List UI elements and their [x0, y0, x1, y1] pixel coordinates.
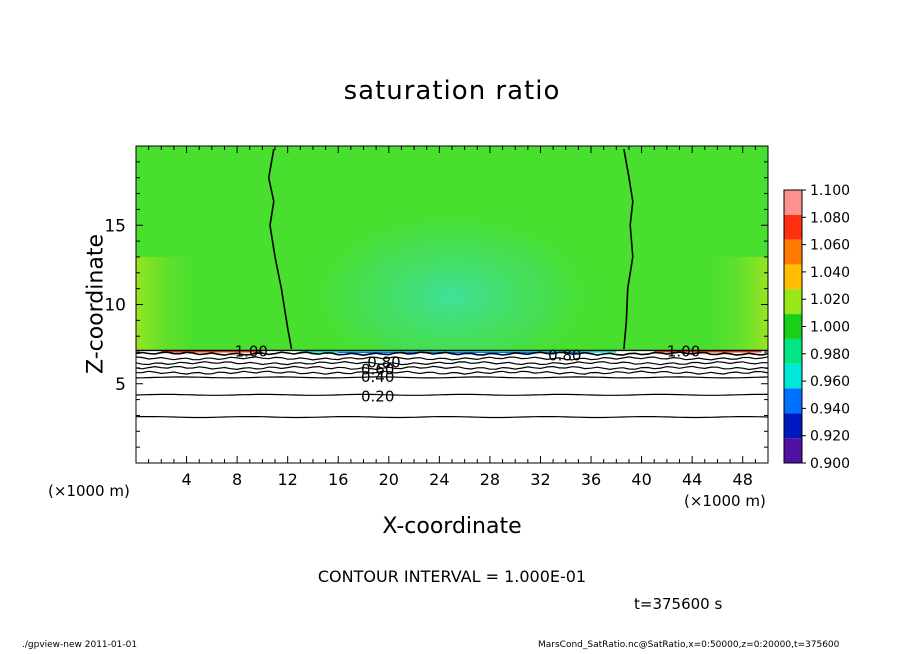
- contour-line: [135, 360, 768, 366]
- colorbar-label: 0.940: [810, 401, 850, 417]
- colorbar-label: 0.960: [810, 374, 850, 390]
- colorbar-label: 1.080: [810, 210, 850, 226]
- colorbar-label: 0.920: [810, 429, 850, 445]
- supersaturated-patch-left: [136, 256, 206, 351]
- x-axis-label: X-coordinate: [382, 514, 522, 539]
- colorbar: 1.100 1.080 1.060 1.040 1.020 1.000 0.980 0.960…: [783, 183, 850, 472]
- chart-title: saturation ratio: [343, 76, 561, 106]
- x-tick-label: 12: [278, 470, 298, 489]
- heatmap-plot-area: [136, 146, 768, 463]
- contour-line: [135, 393, 768, 396]
- colorbar-label: 1.060: [810, 238, 850, 254]
- x-tick-label: 8: [232, 470, 242, 489]
- x-tick-label: 48: [733, 470, 753, 489]
- contour-label: 1.00: [667, 342, 700, 360]
- contour-line: [135, 416, 769, 419]
- y-axis-label: Z-coordinate: [83, 234, 109, 374]
- x-tick-label: 16: [328, 470, 348, 489]
- time-stamp-note: t=375600 s: [634, 595, 723, 613]
- contour-line: [135, 356, 769, 361]
- colorbar-swatch: [784, 289, 802, 315]
- colorbar-swatch: [784, 214, 802, 240]
- colorbar-swatch: [784, 363, 802, 389]
- x-tick-label: 20: [379, 470, 399, 489]
- contour-line: [135, 351, 769, 357]
- x-tick-label: 44: [682, 470, 702, 489]
- y-tick-label: 5: [115, 375, 126, 395]
- colorbar-label: 1.040: [810, 265, 850, 281]
- contour-label: 0.80: [367, 354, 400, 372]
- x-tick-label: 36: [581, 470, 601, 489]
- contour-label: 0.20: [361, 388, 394, 406]
- colorbar-swatch: [784, 413, 802, 439]
- colorbar-swatch: [784, 338, 802, 364]
- x-tick-label: 28: [480, 470, 500, 489]
- footer-command-date: ./gpview-new 2011-01-01: [22, 640, 138, 650]
- contour-label: 1.00: [235, 342, 268, 360]
- saturation-contour-line: [623, 149, 634, 349]
- colorbar-swatch: [784, 388, 802, 414]
- contour-lines: 1.00 1.000.800.600.400.200.80: [135, 149, 769, 419]
- contour-line: [135, 370, 769, 375]
- contour-line: [135, 365, 769, 371]
- x-tick-label: 24: [429, 470, 449, 489]
- x-tick-label: 4: [181, 470, 191, 489]
- contour-line: [135, 376, 769, 379]
- colorbar-swatch: [784, 239, 802, 265]
- contour-label: 0.60: [361, 361, 394, 379]
- colorbar-swatch: [784, 314, 802, 339]
- y-tick-label: 10: [104, 296, 126, 316]
- contour-interval-note: CONTOUR INTERVAL = 1.000E-01: [317, 567, 587, 586]
- colorbar-label: 1.100: [810, 183, 850, 199]
- contour-label: 0.40: [361, 368, 394, 386]
- colorbar-label: 0.980: [810, 347, 850, 363]
- y-tick-label: 15: [104, 216, 126, 236]
- x-tick-label: 32: [530, 470, 550, 489]
- colorbar-swatch: [784, 438, 802, 463]
- x-tick-label: 40: [631, 470, 651, 489]
- low-saturation-core: [292, 201, 612, 392]
- colorbar-label: 1.020: [810, 292, 850, 308]
- colorbar-swatch: [784, 264, 802, 290]
- x-unit-label-left: (×1000 m): [48, 482, 130, 500]
- colorbar-label: 1.000: [810, 320, 850, 336]
- subsaturated-region: [136, 350, 768, 463]
- x-unit-label-right: (×1000 m): [684, 492, 766, 510]
- footer-data-source: MarsCond_SatRatio.nc@SatRatio,x=0:50000,…: [538, 640, 840, 650]
- contour-label: 0.80: [548, 346, 581, 364]
- supersaturated-patch-right: [698, 256, 768, 351]
- colorbar-swatch: [784, 190, 802, 215]
- colorbar-label: 0.900: [810, 456, 850, 472]
- saturation-contour-line: [267, 149, 293, 350]
